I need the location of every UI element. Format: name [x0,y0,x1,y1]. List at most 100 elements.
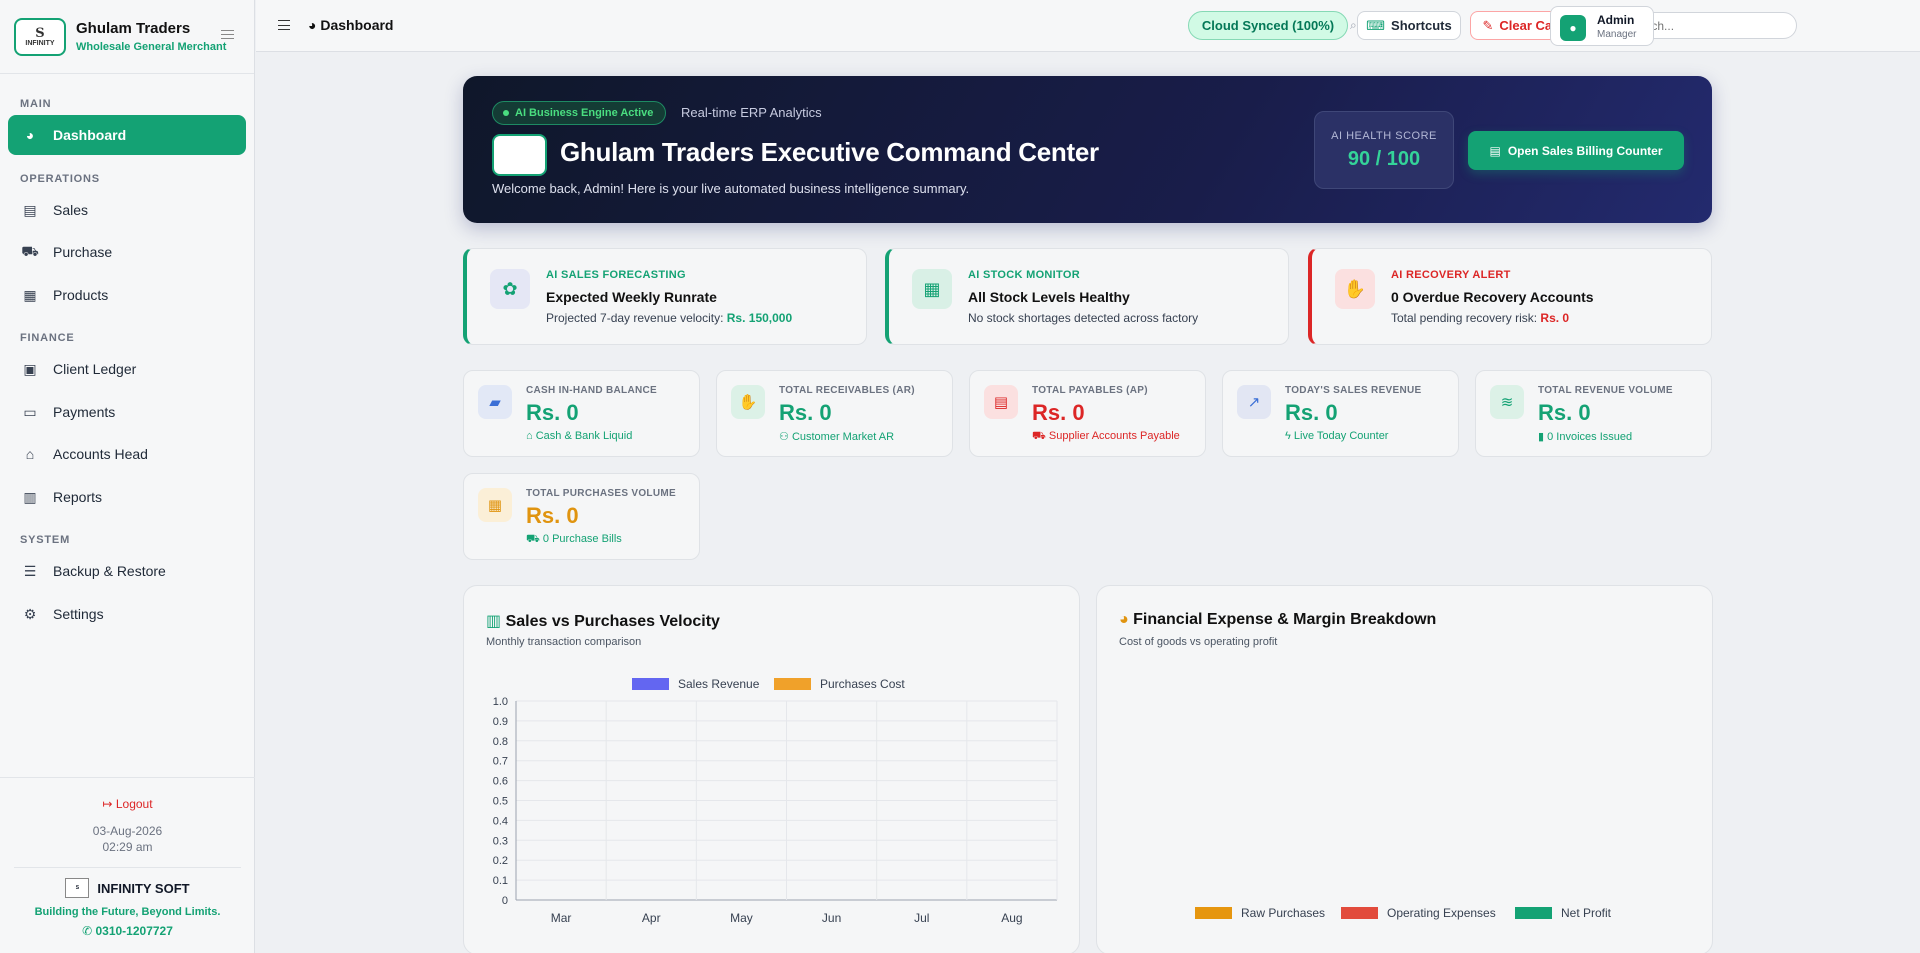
dolly-icon: ▦ [478,488,512,522]
y-tick-label: 0.4 [493,815,508,827]
ai-stock-monitor-card: ▦ AI STOCK MONITOR All Stock Levels Heal… [885,248,1289,345]
kpi-todays-sales: ↗ TODAY'S SALES REVENUE Rs. 0 ϟ Live Tod… [1222,370,1459,457]
sidebar-item-settings[interactable]: ⚙ Settings [8,594,246,634]
ai-engine-badge: AI Business Engine Active [492,101,667,125]
brand-tagline: Wholesale General Merchant [76,41,227,53]
kpi-value: Rs. 0 [779,400,832,425]
legend-purchases-cost[interactable]: Purchases Cost [774,677,905,691]
cloud-sync-badge[interactable]: Cloud Synced (100%) [1188,11,1348,40]
card-tag: AI SALES FORECASTING [546,269,686,281]
sidebar-collapse-icon[interactable] [221,30,234,39]
bar-chart-icon: ▥ [23,488,37,505]
chart-subtitle: Monthly transaction comparison [486,636,642,648]
user-role: Manager [1597,29,1637,40]
legend-sales-revenue[interactable]: Sales Revenue [632,677,759,691]
contact-card-icon: ▣ [23,360,37,377]
ai-health-score: AI HEALTH SCORE 90 / 100 [1314,111,1454,189]
coins-icon: ≋ [1490,385,1524,419]
card-text: Projected 7-day revenue velocity: Rs. 15… [546,311,793,325]
bar-chart-icon: ▥ [486,613,502,630]
y-tick-label: 0.1 [493,875,508,887]
truck-icon: ⛟ [1032,430,1046,442]
logout-link[interactable]: ↦ Logout [102,797,153,811]
sidebar-item-dashboard[interactable]: ◕ Dashboard [8,115,246,155]
card-tag: AI RECOVERY ALERT [1391,269,1511,281]
money-icon: ▭ [23,403,37,420]
gear-icon: ⚙ [23,605,37,622]
y-tick-label: 0.2 [493,855,508,867]
bill-icon: ▤ [984,385,1018,419]
legend-operating-expenses[interactable]: Operating Expenses [1341,906,1496,920]
hero-title: Ghulam Traders Executive Command Center [560,137,1099,167]
card-text: No stock shortages detected across facto… [968,311,1199,325]
topbar: ◕ Dashboard Cloud Synced (100%) ⌨ Shortcu… [256,0,1920,52]
card-title: 0 Overdue Recovery Accounts [1391,289,1594,305]
sales-purchases-chart-panel: ▥ Sales vs Purchases Velocity Monthly tr… [463,585,1080,953]
kpi-label: CASH IN-HAND BALANCE [526,385,657,396]
kpi-value: Rs. 0 [1032,400,1085,425]
vendor-name: INFINITY SOFT [97,880,190,896]
keyboard-icon: ⌨ [1366,17,1386,33]
bank-icon: ⌂ [25,446,35,462]
open-sales-billing-button[interactable]: ▤ Open Sales Billing Counter [1468,131,1684,170]
kpi-value: Rs. 0 [526,503,579,528]
broom-icon: ✎ [1482,17,1494,33]
health-label: AI HEALTH SCORE [1331,130,1437,142]
wallet-icon: ▰ [478,385,512,419]
x-tick-label: Apr [642,911,661,925]
kpi-label: TOTAL PAYABLES (AP) [1032,385,1148,396]
shortcuts-button[interactable]: ⌨ Shortcuts [1357,11,1461,40]
current-time: 02:29 am [102,840,153,854]
sidebar-item-accounts-head[interactable]: ⌂ Accounts Head [8,434,246,474]
nav-section-main: MAIN [20,98,52,110]
chart-title: ◕ Financial Expense & Margin Breakdown [1119,611,1437,628]
x-tick-label: May [730,911,753,925]
kpi-label: TODAY'S SALES REVENUE [1285,385,1422,396]
logout-icon: ↦ [102,797,113,811]
sidebar-item-backup-restore[interactable]: ☰ Backup & Restore [8,551,246,591]
kpi-purchases-volume: ▦ TOTAL PURCHASES VOLUME Rs. 0 ⛟ 0 Purch… [463,473,700,560]
card-text: Total pending recovery risk: Rs. 0 [1391,311,1570,325]
sidebar-item-products[interactable]: ▦ Products [8,275,246,315]
legend-raw-purchases[interactable]: Raw Purchases [1195,906,1325,920]
bank-icon: ⌂ [526,430,533,442]
sidebar-item-client-ledger[interactable]: ▣ Client Ledger [8,349,246,389]
kpi-sub: ϟ Live Today Counter [1285,430,1389,442]
nav-section-system: SYSTEM [20,534,71,546]
y-tick-label: 0.8 [493,736,508,748]
phone-icon: ✆ [82,924,93,938]
menu-toggle-icon[interactable] [278,20,290,30]
cart-icon: ⛟ [21,242,39,259]
hand-coin-icon: ✋ [731,385,765,419]
sidebar-item-reports[interactable]: ▥ Reports [8,477,246,517]
vendor-tagline: Building the Future, Beyond Limits. [34,906,221,918]
user-avatar-icon: ● [1560,15,1586,41]
kpi-value: Rs. 0 [526,400,579,425]
y-tick-label: 0.6 [493,776,508,788]
user-menu[interactable]: ● Admin Manager [1550,6,1654,46]
boxes-icon: ▦ [912,269,952,309]
x-tick-label: Aug [1001,911,1022,925]
kpi-sub: ⛟ 0 Purchase Bills [526,533,622,545]
nav-section-operations: OPERATIONS [20,173,100,185]
database-icon: ☰ [23,562,37,579]
card-title: All Stock Levels Healthy [968,289,1130,305]
kpi-sub: ⚇ Customer Market AR [779,431,895,443]
legend-net-profit[interactable]: Net Profit [1515,906,1611,920]
health-value: 90 / 100 [1347,148,1421,170]
sidebar-item-sales[interactable]: ▤ Sales [8,190,246,230]
pie-chart-icon: ◕ [25,127,35,143]
sidebar: S INFINITY Ghulam Traders Wholesale Gener… [0,0,255,953]
receipt-icon: ▤ [1489,143,1501,158]
financial-breakdown-panel: ◕ Financial Expense & Margin Breakdown C… [1096,585,1713,953]
sidebar-item-purchase[interactable]: ⛟ Purchase [21,242,113,261]
kpi-receivables: ✋ TOTAL RECEIVABLES (AR) Rs. 0 ⚇ Custome… [716,370,953,457]
y-tick-label: 1.0 [493,696,508,708]
hero-subtitle: Real-time ERP Analytics [681,105,822,120]
invoice-icon: ▮ [1538,431,1545,443]
kpi-value: Rs. 0 [1285,400,1338,425]
users-icon: ⚇ [779,431,789,443]
hero-welcome: Welcome back, Admin! Here is your live a… [492,181,970,196]
sidebar-item-payments[interactable]: ▭ Payments [8,392,246,432]
ai-sales-forecast-card: ✿ AI SALES FORECASTING Expected Weekly R… [463,248,867,345]
